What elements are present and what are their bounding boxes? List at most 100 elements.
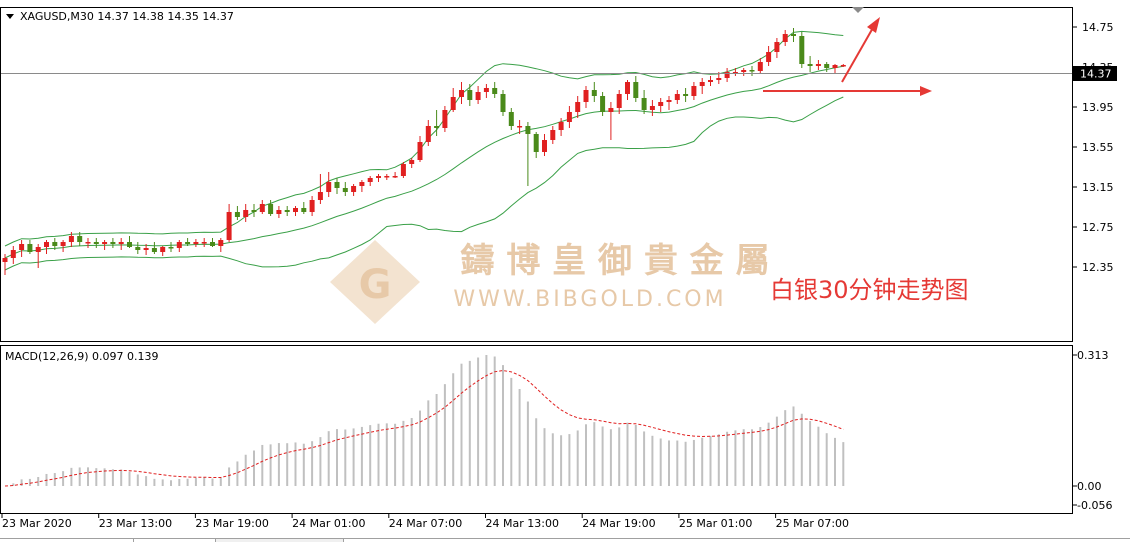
candle-body: [342, 188, 348, 192]
watermark-logo-letter: G: [359, 262, 392, 308]
candle-body: [118, 242, 124, 244]
candlestick-series: [2, 28, 846, 275]
candle-body: [417, 142, 423, 160]
chart-tab[interactable]: [215, 538, 344, 542]
candle-body: [284, 210, 290, 212]
candle-body: [218, 240, 224, 246]
candle-body: [500, 94, 506, 112]
candle-body: [259, 204, 265, 212]
candle-body: [243, 210, 249, 217]
candle-body: [351, 186, 357, 192]
candle-body: [400, 164, 406, 176]
time-axis-label: 24 Mar 13:00: [486, 517, 559, 530]
macd-signal-line: [4, 369, 844, 487]
candle-body: [699, 82, 705, 86]
chart-shift-marker-icon[interactable]: [852, 7, 864, 13]
time-axis-label: 23 Mar 2020: [2, 517, 72, 530]
candle-body: [625, 82, 630, 94]
candle-body: [10, 250, 16, 258]
candle-body: [68, 236, 74, 242]
candle-body: [525, 126, 531, 134]
candle-body: [591, 90, 597, 96]
macd-axis-label: -0.056: [1077, 499, 1112, 512]
candle-body: [301, 208, 307, 212]
candle-body: [583, 90, 589, 102]
candle-body: [799, 36, 805, 64]
candle-body: [459, 90, 464, 97]
candle-body: [102, 242, 108, 244]
macd-axis-label: 0.313: [1077, 349, 1109, 362]
candle-body: [791, 34, 796, 36]
time-axis: 23 Mar 2020 23 Mar 13:00 23 Mar 19:00 24 Ma…: [1, 514, 849, 530]
candle-body: [392, 176, 398, 178]
candle-body: [832, 65, 838, 68]
candle-body: [52, 242, 58, 246]
candle-body: [309, 200, 315, 212]
candle-body: [575, 102, 581, 112]
candle-body: [782, 34, 788, 42]
time-axis-label: 24 Mar 07:00: [389, 517, 462, 530]
candle-body: [807, 64, 813, 66]
candle-body: [409, 160, 415, 164]
candle-body: [293, 208, 298, 212]
candle-body: [749, 70, 755, 72]
bollinger-middle-band: [4, 65, 844, 259]
candle-body: [376, 176, 381, 178]
candle-body: [19, 244, 25, 250]
macd-axis-label: 0.00: [1077, 480, 1102, 493]
candle-body: [641, 98, 647, 110]
candle-body: [658, 102, 664, 106]
candle-body: [666, 100, 672, 102]
candle-body: [60, 242, 66, 246]
candle-body: [35, 247, 41, 252]
candle-body: [840, 65, 846, 67]
candle-body: [127, 242, 132, 247]
candle-body: [160, 247, 166, 252]
candle-body: [110, 242, 116, 244]
candle-body: [210, 242, 215, 246]
price-axis-label: 13.95: [1082, 101, 1114, 114]
candle-body: [135, 247, 141, 250]
annotation-arrows: [763, 17, 932, 96]
candle-body: [558, 122, 564, 130]
chart-menu-icon[interactable]: [6, 14, 14, 19]
macd-histogram: [12, 355, 845, 486]
sideways-arrow-head-icon: [920, 86, 932, 96]
candle-body: [766, 52, 772, 62]
candle-body: [708, 80, 713, 82]
time-axis-label: 25 Mar 01:00: [679, 517, 752, 530]
macd-title: MACD(12,26,9) 0.097 0.139: [5, 350, 159, 363]
candle-body: [143, 248, 149, 250]
time-axis-label: 23 Mar 13:00: [99, 517, 172, 530]
candle-body: [442, 110, 448, 128]
price-axis-label: 12.35: [1082, 261, 1114, 274]
candle-body: [741, 70, 747, 72]
current-price-tag: [1073, 66, 1117, 81]
price-chart-panel[interactable]: [0, 7, 1073, 342]
candle-body: [649, 106, 655, 110]
candle-body: [44, 242, 49, 247]
candle-body: [93, 242, 99, 244]
candle-body: [824, 64, 830, 68]
time-axis-label: 24 Mar 19:00: [582, 517, 655, 530]
chart-annotation: 白银30分钟走势图: [770, 276, 969, 304]
candle-body: [542, 140, 547, 152]
candle-body: [176, 242, 182, 248]
watermark-logo-icon: [330, 240, 420, 324]
candle-body: [185, 242, 191, 244]
candle-body: [193, 242, 199, 244]
candle-body: [815, 64, 821, 66]
candle-body: [367, 178, 373, 182]
candle-body: [724, 72, 730, 78]
price-axis-label: 14.75: [1082, 21, 1114, 34]
candle-body: [450, 97, 456, 110]
candle-body: [276, 210, 282, 214]
candle-body: [732, 72, 738, 74]
candle-body: [434, 126, 440, 128]
candle-body: [483, 88, 489, 92]
candle-body: [674, 94, 680, 100]
candle-body: [566, 112, 572, 122]
candle-body: [168, 247, 174, 249]
candle-body: [774, 42, 780, 52]
candle-body: [757, 62, 763, 71]
